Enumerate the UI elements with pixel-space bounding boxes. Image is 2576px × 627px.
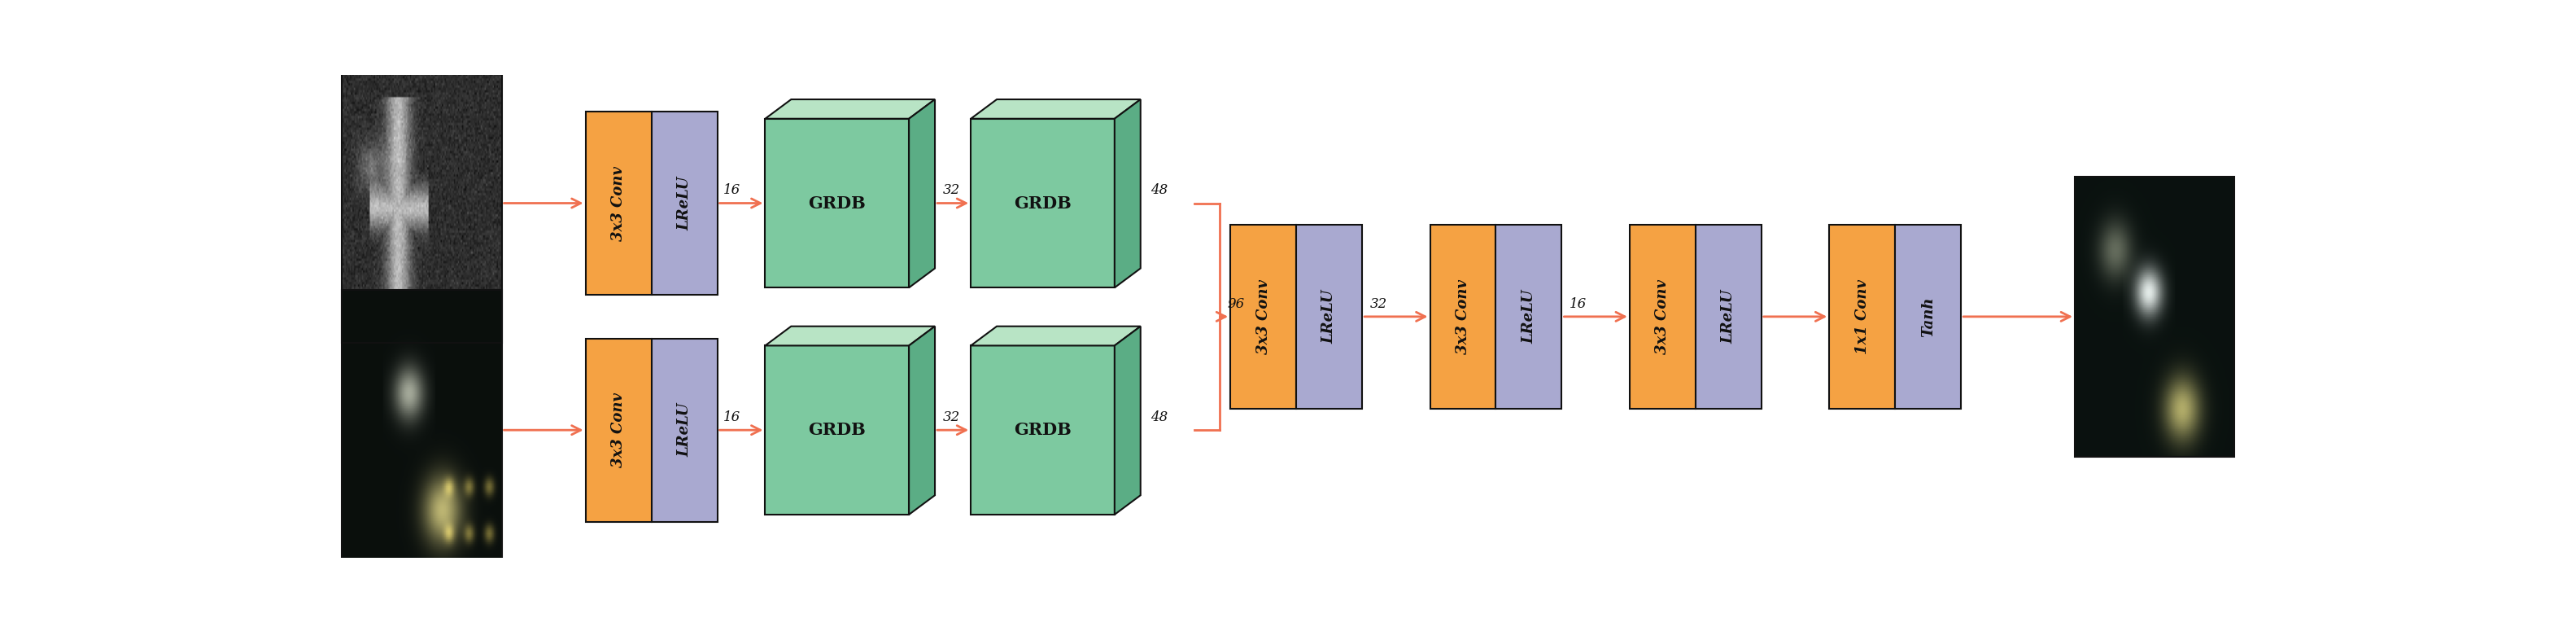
Text: 96: 96 xyxy=(1226,297,1244,311)
Text: 3x3 Conv: 3x3 Conv xyxy=(1455,279,1471,354)
Text: 48: 48 xyxy=(1151,184,1167,198)
Text: LReLU: LReLU xyxy=(677,176,693,230)
Text: 1x1 Conv: 1x1 Conv xyxy=(1855,279,1870,354)
Text: 16: 16 xyxy=(724,411,739,424)
Polygon shape xyxy=(765,99,935,119)
Bar xyxy=(343,63,502,343)
Bar xyxy=(1829,225,1896,408)
Text: LReLU: LReLU xyxy=(1721,290,1736,344)
Bar xyxy=(1231,225,1296,408)
Text: 3x3 Conv: 3x3 Conv xyxy=(1656,279,1669,354)
Polygon shape xyxy=(1115,326,1141,515)
Bar xyxy=(765,119,909,288)
Polygon shape xyxy=(909,326,935,515)
Polygon shape xyxy=(765,326,935,345)
Text: 16: 16 xyxy=(1569,297,1587,311)
Bar xyxy=(652,339,716,522)
Bar xyxy=(1497,225,1561,408)
Bar xyxy=(652,112,716,295)
Bar xyxy=(971,119,1115,288)
Text: GRDB: GRDB xyxy=(1015,195,1072,211)
Polygon shape xyxy=(971,99,1141,119)
Text: Tanh: Tanh xyxy=(1922,297,1935,337)
Text: 48: 48 xyxy=(1151,411,1167,424)
Text: 32: 32 xyxy=(943,411,961,424)
Bar xyxy=(2074,177,2233,456)
Bar xyxy=(1430,225,1497,408)
Text: 3x3 Conv: 3x3 Conv xyxy=(611,393,626,468)
Bar xyxy=(1296,225,1363,408)
Text: LReLU: LReLU xyxy=(1522,290,1535,344)
Bar xyxy=(343,290,502,570)
Bar xyxy=(1695,225,1762,408)
Bar xyxy=(585,112,652,295)
Text: 32: 32 xyxy=(943,184,961,198)
Bar xyxy=(765,345,909,515)
Polygon shape xyxy=(909,99,935,288)
Text: GRDB: GRDB xyxy=(1015,422,1072,438)
Text: 32: 32 xyxy=(1370,297,1388,311)
Bar xyxy=(585,339,652,522)
Text: 16: 16 xyxy=(724,184,739,198)
Polygon shape xyxy=(971,326,1141,345)
Text: 3x3 Conv: 3x3 Conv xyxy=(1257,279,1270,354)
Polygon shape xyxy=(1115,99,1141,288)
Text: 3x3 Conv: 3x3 Conv xyxy=(611,166,626,241)
Bar xyxy=(971,345,1115,515)
Text: GRDB: GRDB xyxy=(809,422,866,438)
Text: LReLU: LReLU xyxy=(1321,290,1337,344)
Bar xyxy=(1896,225,1960,408)
Bar xyxy=(1631,225,1695,408)
Text: GRDB: GRDB xyxy=(809,195,866,211)
Text: LReLU: LReLU xyxy=(677,403,693,457)
